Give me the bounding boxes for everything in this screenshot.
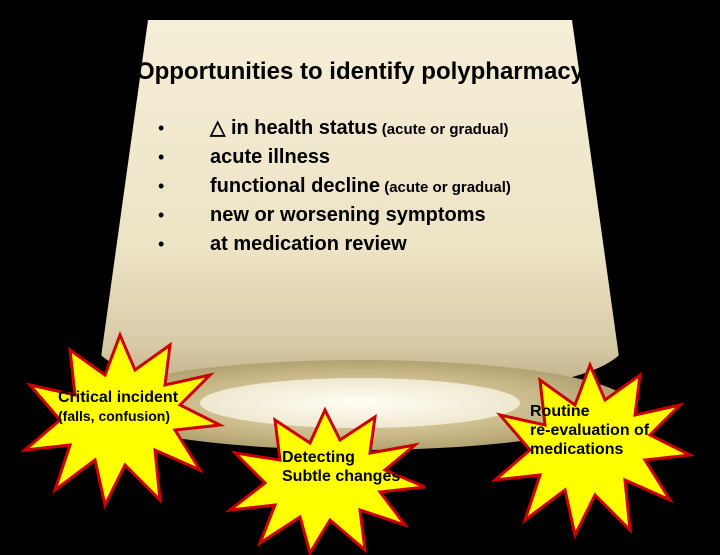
starburst-label: Critical incident: [58, 388, 178, 407]
bullet-item: • functional decline (acute or gradual): [150, 173, 630, 200]
starburst-sublabel: (falls, confusion): [58, 408, 170, 425]
starburst-label: Detecting Subtle changes: [282, 448, 400, 486]
bullet-main: functional decline: [210, 175, 380, 197]
bullet-main: acute illness: [210, 146, 330, 168]
bullet-marker: •: [150, 145, 210, 169]
bullet-marker: •: [150, 232, 210, 256]
starburst-line: Detecting: [282, 449, 355, 466]
bullet-main: new or worsening symptoms: [210, 204, 486, 226]
bullet-item: • acute illness: [150, 144, 630, 171]
bullet-main: at medication review: [210, 233, 407, 255]
starburst-label: Routine re-evaluation of medications: [530, 402, 649, 460]
bullet-sub: (acute or gradual): [378, 121, 509, 138]
bullet-marker: •: [150, 174, 210, 198]
starburst-line: re-evaluation of: [530, 422, 649, 439]
bullet-item: • new or worsening symptoms: [150, 202, 630, 229]
starburst-line: medications: [530, 441, 623, 458]
bullet-marker: •: [150, 116, 210, 140]
starburst-line: Routine: [530, 403, 590, 420]
bullet-marker: •: [150, 203, 210, 227]
bullet-item: • at medication review: [150, 231, 630, 258]
bullet-item: • △ in health status (acute or gradual): [150, 115, 630, 142]
bullet-sub: (acute or gradual): [380, 179, 511, 196]
slide-title: Opportunities to identify polypharmacy: [0, 58, 720, 86]
bullet-main: △ in health status: [210, 117, 378, 139]
starburst-line: Subtle changes: [282, 468, 400, 485]
bullet-list: • △ in health status (acute or gradual) …: [150, 115, 630, 260]
